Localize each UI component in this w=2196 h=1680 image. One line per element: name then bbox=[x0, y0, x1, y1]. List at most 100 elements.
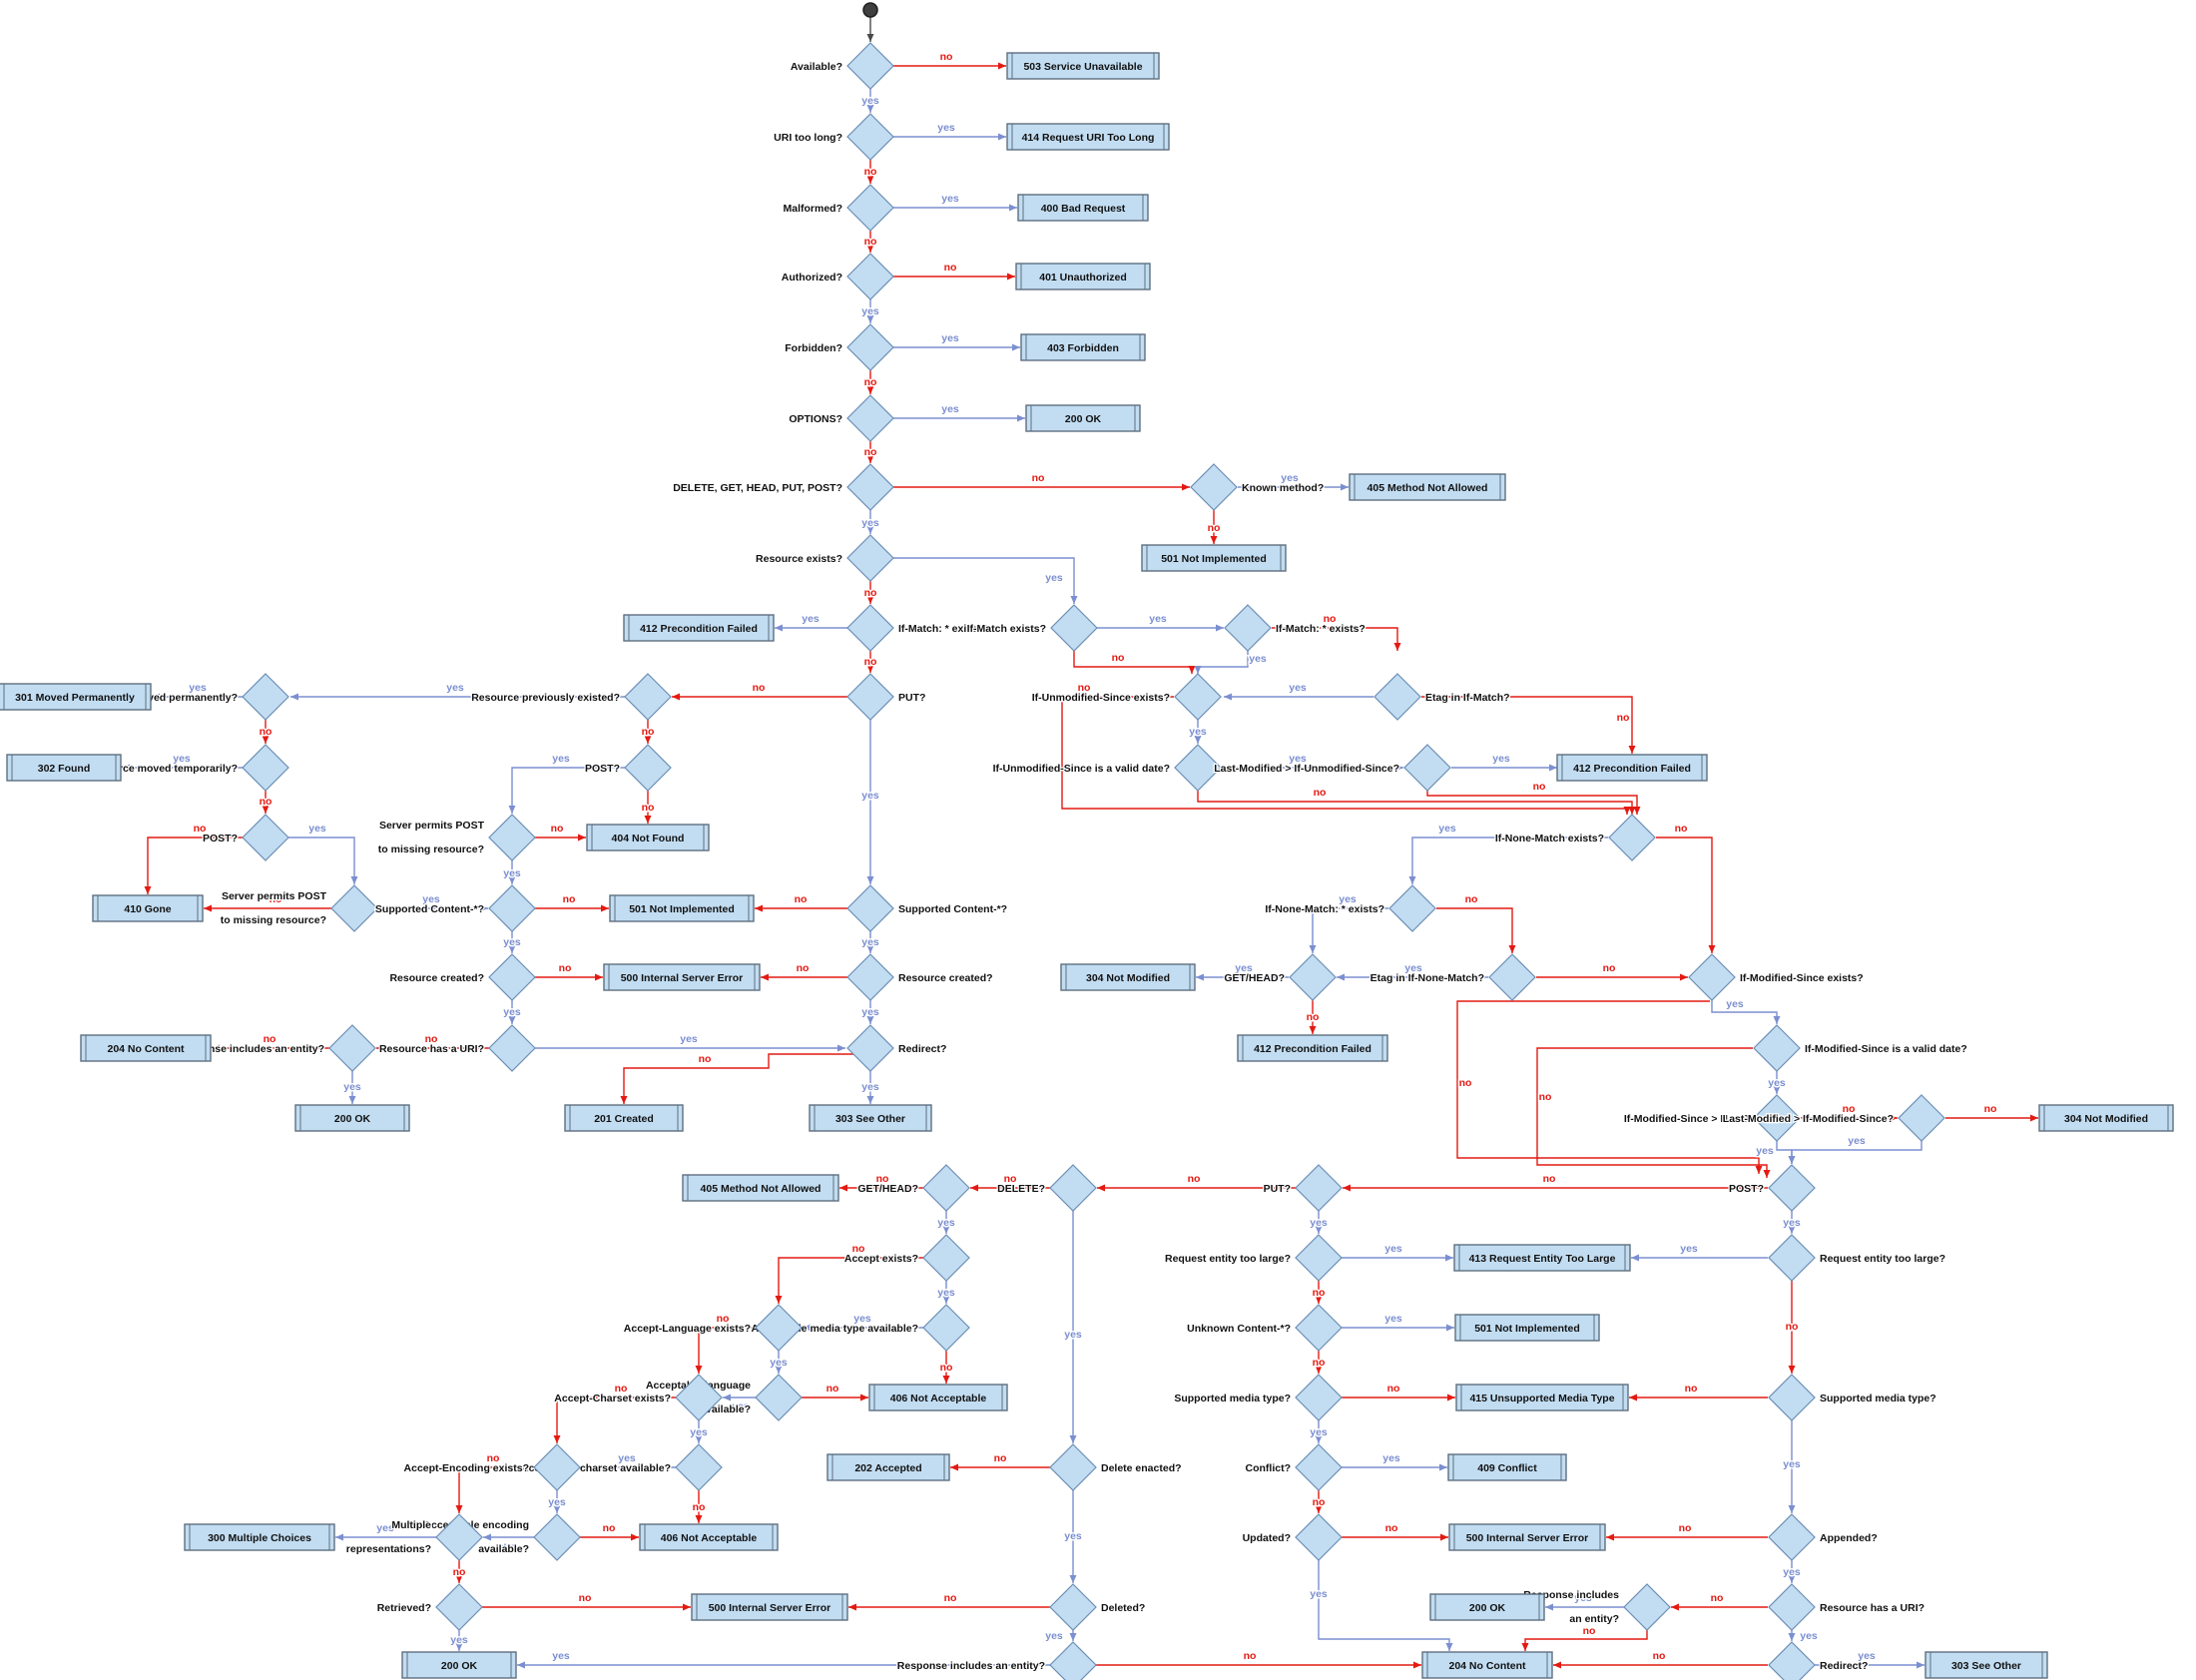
edge-label-yes: yes bbox=[1310, 1588, 1328, 1600]
edge-smt1-b415: no bbox=[1342, 1382, 1455, 1401]
edge-rc2-rhu1: yes bbox=[502, 1000, 522, 1024]
decision-label: Server permits POST to missing resource? bbox=[378, 820, 485, 855]
edge-spp2-sc2: yes bbox=[377, 892, 488, 912]
edge-ret-b500c: no bbox=[482, 1591, 691, 1611]
diamond-shape bbox=[488, 884, 536, 932]
edge-ius-iusv: yes bbox=[1188, 720, 1208, 744]
edge-inm2-einm: no bbox=[1436, 892, 1516, 953]
decision-redirect-red2: Redirect? bbox=[1768, 1641, 1870, 1680]
edge-label-no: no bbox=[852, 1243, 865, 1255]
edge-label-yes: yes bbox=[861, 305, 879, 317]
edge-imsn-lmims: no bbox=[1801, 1102, 1898, 1122]
decision-retrieved-ret: Retrieved? bbox=[375, 1583, 483, 1631]
edge-lmius-inm: no bbox=[1426, 780, 1641, 815]
decision-if-modified-since-exists-ims: If-Modified-Since exists? bbox=[1688, 953, 1865, 1001]
edge-label-no: no bbox=[1603, 962, 1616, 974]
edge-label-no: no bbox=[795, 893, 808, 905]
status-label: 500 Internal Server Error bbox=[709, 1602, 831, 1614]
edge-post1-b410: no bbox=[144, 822, 243, 894]
diamond-shape bbox=[1049, 1164, 1097, 1212]
status-label: 406 Not Acceptable bbox=[661, 1532, 758, 1544]
edge-app-b500b: no bbox=[1606, 1521, 1768, 1541]
edge-rmp-b301: yes bbox=[152, 681, 243, 701]
edge-label-no: no bbox=[1004, 1173, 1017, 1185]
edge-label-yes: yes bbox=[450, 1634, 468, 1646]
terminal-503-service-unavailable: 503 Service Unavailable bbox=[1006, 52, 1160, 80]
arrowhead-icon bbox=[1343, 1184, 1351, 1192]
edge-label-no: no bbox=[1208, 522, 1221, 534]
arrowhead-icon bbox=[1788, 1366, 1796, 1374]
diamond-shape bbox=[675, 1374, 723, 1421]
status-box-shape bbox=[184, 1523, 335, 1551]
edge-retl1-uc: no bbox=[1311, 1281, 1327, 1304]
edge-label-no: no bbox=[1843, 1103, 1856, 1115]
edge-label-yes: yes bbox=[1404, 962, 1422, 974]
edge-del-gh: no bbox=[970, 1172, 1050, 1192]
edge-label-yes: yes bbox=[1310, 1426, 1328, 1438]
edge-ime-im2: yes bbox=[1097, 612, 1224, 632]
arrowhead-icon bbox=[1224, 693, 1232, 701]
edge-im2-ius: yes bbox=[1194, 651, 1268, 674]
edge-smt1-conf: yes bbox=[1309, 1420, 1329, 1443]
edge-label-yes: yes bbox=[1249, 653, 1267, 665]
decision-if-match-exists-ime: If-Match exists? bbox=[965, 604, 1098, 652]
arrowhead-icon bbox=[866, 526, 874, 534]
edge-label-yes: yes bbox=[861, 936, 879, 948]
edge-label-no: no bbox=[864, 656, 877, 668]
edge-mr-ret: no bbox=[451, 1560, 467, 1583]
edge-label-no: no bbox=[1313, 1287, 1326, 1299]
edge-rc1-red1: yes bbox=[860, 1000, 880, 1024]
edge-rmt-b302: yes bbox=[122, 752, 243, 772]
edge-label-yes: yes bbox=[1768, 1077, 1786, 1089]
diamond-shape bbox=[488, 1024, 536, 1072]
diamond-shape bbox=[242, 673, 289, 721]
edge-label-yes: yes bbox=[1783, 1217, 1801, 1229]
edge-label-yes: yes bbox=[1339, 893, 1357, 905]
status-box-shape bbox=[1017, 194, 1149, 222]
decision-request-entity-too-large-retl2: Request entity too large? bbox=[1768, 1234, 1946, 1282]
edge-red2-b204b: no bbox=[1553, 1649, 1768, 1669]
arrowhead-icon bbox=[866, 1016, 874, 1024]
edge-spp1-sc2: yes bbox=[502, 860, 522, 884]
edge-label-no: no bbox=[940, 1362, 953, 1374]
decision-uri-too-long-a2: URI too long? bbox=[773, 113, 894, 161]
arrowhead-icon bbox=[866, 596, 874, 604]
arrowhead-icon bbox=[1069, 1633, 1077, 1641]
terminal-303-see-other: 303 See Other bbox=[1924, 1651, 2048, 1679]
decision-updated-upd: Updated? bbox=[1241, 1513, 1343, 1561]
edge-label-yes: yes bbox=[189, 682, 207, 694]
edge-label-no: no bbox=[425, 1033, 438, 1045]
edge-label-yes: yes bbox=[500, 1540, 518, 1552]
edge-rhu2-red2: yes bbox=[1788, 1629, 1819, 1644]
arrowhead-icon bbox=[866, 105, 874, 113]
edge-a5-a6: no bbox=[862, 370, 878, 394]
decision-accept-language-exists-ale: Accept-Language exists? bbox=[623, 1304, 803, 1352]
arrowhead-icon bbox=[1671, 1603, 1679, 1611]
decision-put-put2: PUT? bbox=[1262, 1164, 1343, 1212]
edge-amta-ale: yes bbox=[803, 1312, 923, 1332]
arrowhead-icon bbox=[942, 1226, 950, 1234]
status-label: 406 Not Acceptable bbox=[890, 1393, 987, 1404]
arrowhead-icon bbox=[1216, 624, 1224, 632]
arrowhead-icon bbox=[290, 693, 298, 701]
status-box-shape bbox=[1556, 754, 1708, 782]
edge-de-b202: no bbox=[950, 1451, 1050, 1471]
diamond-shape bbox=[435, 1513, 483, 1561]
status-label: 300 Multiple Choices bbox=[208, 1532, 311, 1544]
edge-mr-b300: yes bbox=[335, 1521, 436, 1541]
decision-label: If-Match: * exists? bbox=[898, 623, 988, 635]
decision-supported-media-type-smt2: Supported media type? bbox=[1768, 1374, 1937, 1421]
terminal-412-precondition-failed: 412 Precondition Failed bbox=[1237, 1034, 1388, 1062]
arrowhead-icon bbox=[723, 1394, 731, 1401]
edge-label-yes: yes bbox=[1064, 1530, 1082, 1542]
edge-label-no: no bbox=[264, 1033, 276, 1045]
edge-eim-ius: yes bbox=[1224, 681, 1373, 701]
edge-a2-a3: no bbox=[862, 160, 878, 184]
status-box-shape bbox=[1421, 1651, 1553, 1679]
arrowhead-icon bbox=[1007, 273, 1015, 280]
arrowhead-icon bbox=[1182, 483, 1190, 491]
decision-label: DELETE, GET, HEAD, PUT, POST? bbox=[673, 482, 842, 494]
edge-label-yes: yes bbox=[1281, 472, 1299, 484]
decision-if-none-match-exists-inm2: If-None-Match: * exists? bbox=[1264, 884, 1436, 932]
